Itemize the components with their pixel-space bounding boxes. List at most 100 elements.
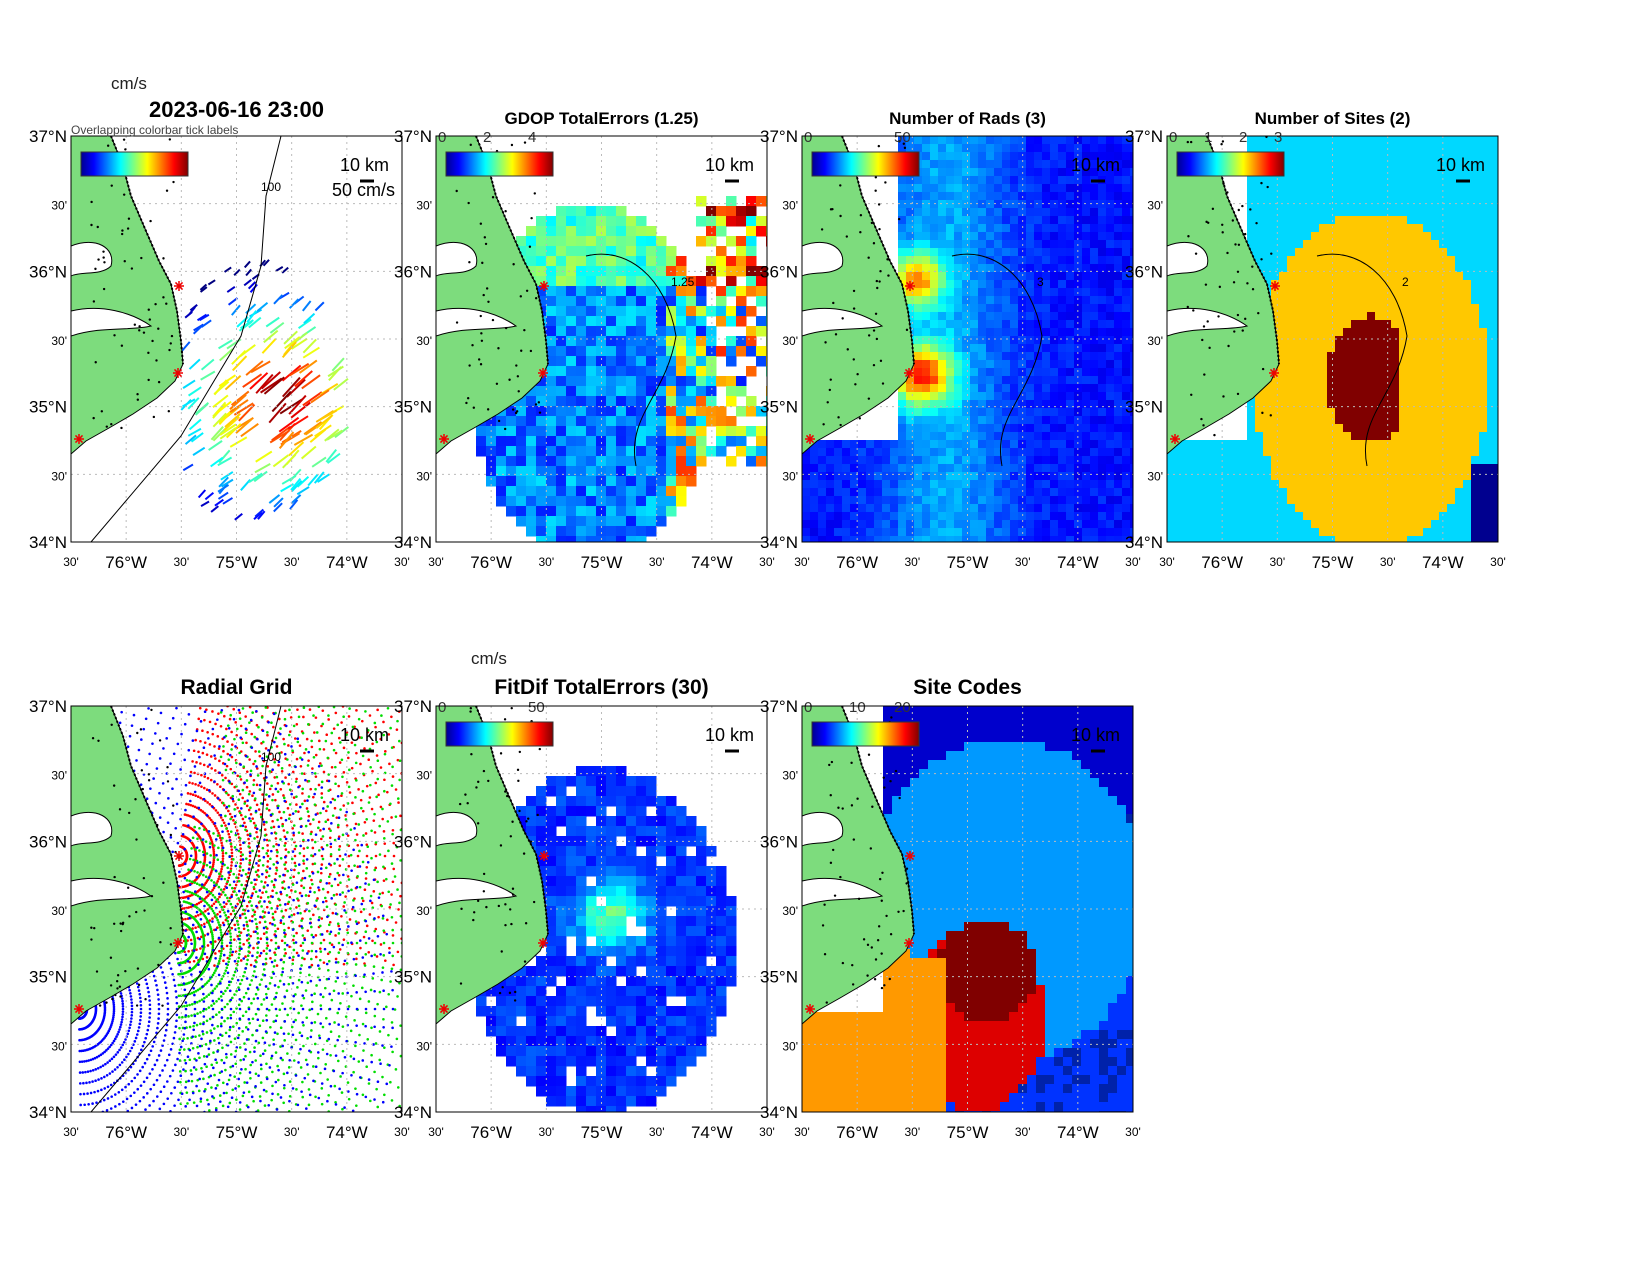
cell <box>756 216 767 227</box>
cell <box>1447 336 1456 345</box>
current-vector <box>263 329 279 344</box>
cell <box>566 286 577 297</box>
cell <box>1066 440 1075 449</box>
current-vector <box>281 341 297 359</box>
cell <box>1034 384 1043 393</box>
cell <box>586 336 597 347</box>
cell <box>1295 184 1304 193</box>
cell <box>1106 312 1115 321</box>
coast-dot <box>867 397 871 400</box>
cell <box>1042 336 1051 345</box>
cell <box>1263 408 1272 417</box>
cell <box>586 366 597 377</box>
cell <box>1255 176 1264 185</box>
cell <box>1002 432 1011 441</box>
cell <box>1106 504 1115 513</box>
cell <box>1319 368 1328 377</box>
cell <box>1391 208 1400 217</box>
cell <box>1359 448 1368 457</box>
sound <box>1167 241 1209 277</box>
cell <box>826 464 835 473</box>
cell <box>1050 264 1059 273</box>
cell <box>646 466 657 477</box>
cell <box>1106 256 1115 265</box>
cell <box>546 476 557 487</box>
contour-line <box>90 136 282 542</box>
coast-dot <box>1211 207 1215 211</box>
cell <box>1415 472 1424 481</box>
cell <box>1327 176 1336 185</box>
cell <box>536 506 547 517</box>
cell <box>626 246 637 257</box>
cell <box>636 466 647 477</box>
cell <box>1026 392 1035 401</box>
cell <box>946 480 955 489</box>
cell <box>1431 320 1440 329</box>
cell <box>1439 424 1448 433</box>
cell <box>1130 512 1133 521</box>
cell <box>994 240 1003 249</box>
cell <box>1287 248 1296 257</box>
cell <box>818 528 827 537</box>
cell <box>1319 352 1328 361</box>
cell <box>1335 360 1344 369</box>
cell <box>1431 312 1440 321</box>
cell <box>1042 488 1051 497</box>
cell <box>1287 232 1296 241</box>
cell <box>1034 392 1043 401</box>
cell <box>1295 296 1304 305</box>
cell <box>1455 520 1464 529</box>
current-vector <box>231 304 241 316</box>
cell <box>1423 368 1432 377</box>
cell <box>1058 232 1067 241</box>
cell <box>566 226 577 237</box>
cell <box>1431 496 1440 505</box>
cell <box>686 456 697 467</box>
cell <box>1279 496 1288 505</box>
cell <box>842 448 851 457</box>
cell <box>1415 168 1424 177</box>
cell <box>1375 376 1384 385</box>
cell <box>646 516 657 527</box>
cell <box>1375 480 1384 489</box>
cell <box>970 536 979 542</box>
cell <box>506 446 517 457</box>
cell <box>1303 320 1312 329</box>
cell <box>1050 368 1059 377</box>
cell <box>646 286 657 297</box>
cell <box>1098 424 1107 433</box>
cell <box>1231 448 1240 457</box>
cell <box>1431 488 1440 497</box>
cell <box>1271 376 1280 385</box>
coast-dot <box>1222 182 1225 185</box>
cell <box>818 480 827 489</box>
cell <box>566 456 577 467</box>
current-vector <box>219 427 237 440</box>
cell <box>1351 288 1360 297</box>
cell <box>866 536 875 542</box>
cell <box>586 286 597 297</box>
cell <box>826 496 835 505</box>
cell <box>1391 456 1400 465</box>
x-tick-label: 30' <box>174 555 190 569</box>
cell <box>938 256 947 265</box>
cell <box>606 386 617 397</box>
cell <box>716 226 727 237</box>
cell <box>526 496 537 507</box>
cell <box>1407 448 1416 457</box>
y-tick-label: 37°N <box>1125 127 1163 146</box>
cell <box>756 426 767 437</box>
cell <box>938 472 947 481</box>
cell <box>626 316 637 327</box>
cell <box>1263 392 1272 401</box>
cell <box>1343 456 1352 465</box>
cell <box>962 464 971 473</box>
cell <box>1495 360 1498 369</box>
cell <box>938 520 947 529</box>
cell <box>938 440 947 449</box>
cell <box>1399 264 1408 273</box>
cell <box>906 400 915 409</box>
cell <box>1279 136 1288 145</box>
cell <box>962 368 971 377</box>
